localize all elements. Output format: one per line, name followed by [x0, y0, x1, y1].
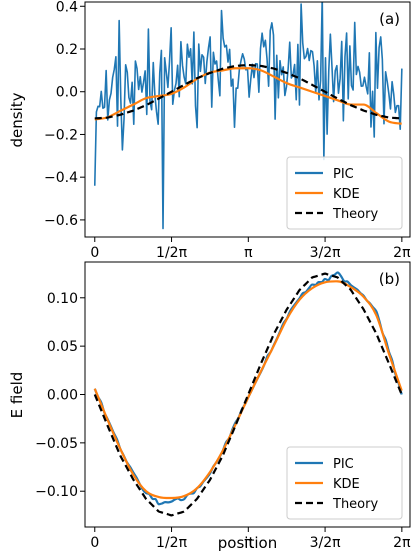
series-theory — [94, 63, 402, 120]
y-tick-label: 0.2 — [56, 42, 78, 58]
legend-label-theory: Theory — [332, 207, 378, 222]
x-tick-label: 1/2π — [156, 535, 188, 551]
x-tick-label: 1/2π — [156, 245, 188, 261]
y-axis-label: density — [8, 92, 26, 147]
x-axis-label: position — [218, 534, 277, 552]
x-tick-label: 3/2π — [310, 535, 342, 551]
legend: PIC KDE Theory — [286, 156, 403, 230]
y-tick-label: −0.10 — [35, 484, 78, 500]
axes-frame — [84, 1, 411, 238]
panel-label: (b) — [379, 270, 400, 288]
y-tick-label: −0.05 — [35, 436, 78, 452]
y-tick-label: 0.05 — [47, 339, 78, 355]
legend-label-theory: Theory — [332, 497, 378, 512]
x-tick-label: 0 — [90, 535, 99, 551]
x-tick-label: π — [244, 535, 253, 551]
y-tick-label: 0.00 — [47, 388, 78, 404]
legend-box — [286, 156, 403, 230]
legend: PIC KDE Theory — [286, 446, 403, 520]
x-tick-label: 0 — [90, 245, 99, 261]
x-tick-label: 3/2π — [310, 245, 342, 261]
series-kde — [93, 280, 403, 500]
y-axis-label: E field — [8, 372, 26, 419]
panel-label: (a) — [379, 10, 400, 28]
legend-box — [286, 446, 403, 520]
series-pic — [93, 2, 403, 230]
x-tick-label: 2π — [393, 245, 411, 261]
y-tick-label: −0.6 — [44, 213, 78, 229]
series-theory — [93, 272, 403, 517]
y-tick-label: 0.0 — [56, 85, 78, 101]
plot-area — [93, 271, 403, 517]
x-tick-label: 2π — [393, 535, 411, 551]
y-tick-label: −0.2 — [44, 127, 78, 143]
y-tick-label: 0.4 — [56, 0, 78, 15]
plot-area — [93, 2, 403, 230]
y-tick-label: −0.4 — [44, 170, 78, 186]
legend-label-kde: KDE — [333, 477, 360, 492]
legend-label-pic: PIC — [333, 457, 354, 472]
legend-label-kde: KDE — [333, 187, 360, 202]
legend-label-pic: PIC — [333, 167, 354, 182]
y-tick-label: 0.10 — [47, 291, 78, 307]
x-tick-label: π — [244, 245, 253, 261]
panel-b: 0 1/2π π 3/2π 2π 0.10 0.05 0.00 −0.05 −0.10 E fiel… — [8, 261, 411, 552]
panel-a: 0 1/2π π 3/2π 2π 0.4 0.2 0.0 −0.2 −0.4 −0.6 density… — [8, 0, 411, 261]
